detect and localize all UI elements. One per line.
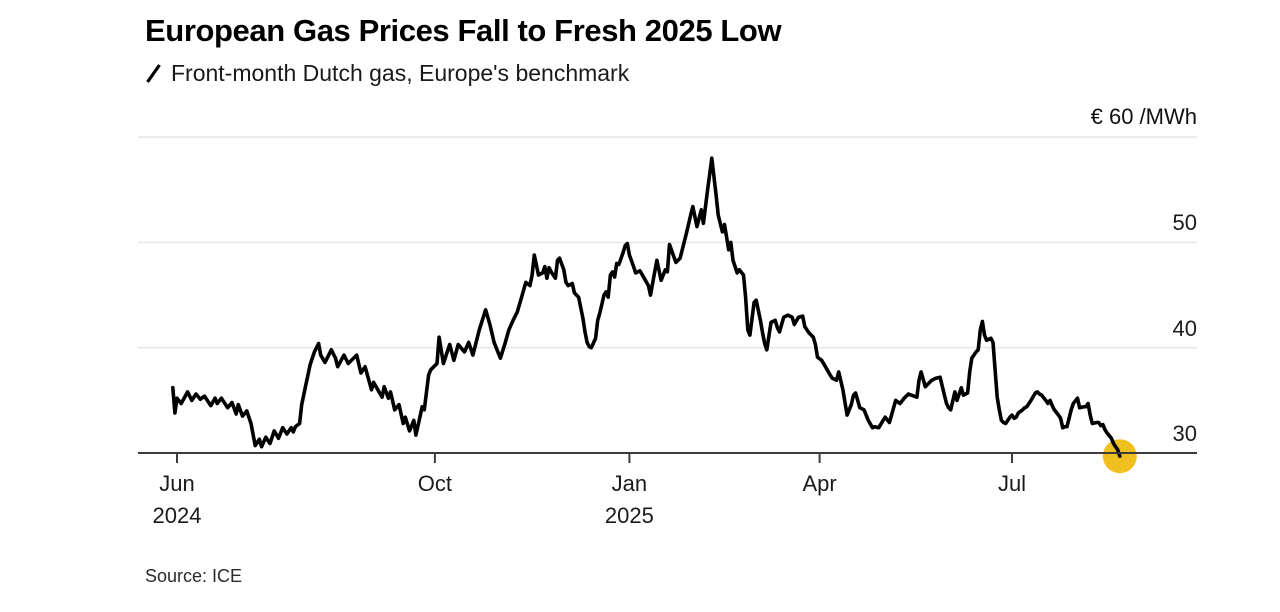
- y-tick-label: 50: [1172, 210, 1197, 236]
- x-tick-label: Jul: [997, 471, 1027, 496]
- x-tick-label: Oct: [417, 471, 453, 496]
- x-tick-year-label: 2024: [152, 503, 202, 528]
- source-note: Source: ICE: [145, 566, 243, 586]
- y-axis-unit-label: € 60 /MWh: [1090, 104, 1197, 129]
- x-tick-year-label: 2025: [604, 503, 654, 528]
- line-style-slash-icon: [146, 64, 161, 83]
- chart-legend: Front-month Dutch gas, Europe's benchmar…: [145, 60, 629, 87]
- x-tick-label: Jun: [159, 471, 195, 496]
- x-tick-label: Apr: [802, 471, 837, 496]
- y-tick-label: 40: [1172, 315, 1197, 341]
- y-tick-label: 30: [1172, 421, 1197, 446]
- legend-label: Front-month Dutch gas, Europe's benchmar…: [171, 60, 630, 86]
- price-line: [171, 156, 1122, 459]
- chart-title: European Gas Prices Fall to Fresh 2025 L…: [145, 13, 782, 48]
- x-tick-label: Jan: [611, 471, 648, 496]
